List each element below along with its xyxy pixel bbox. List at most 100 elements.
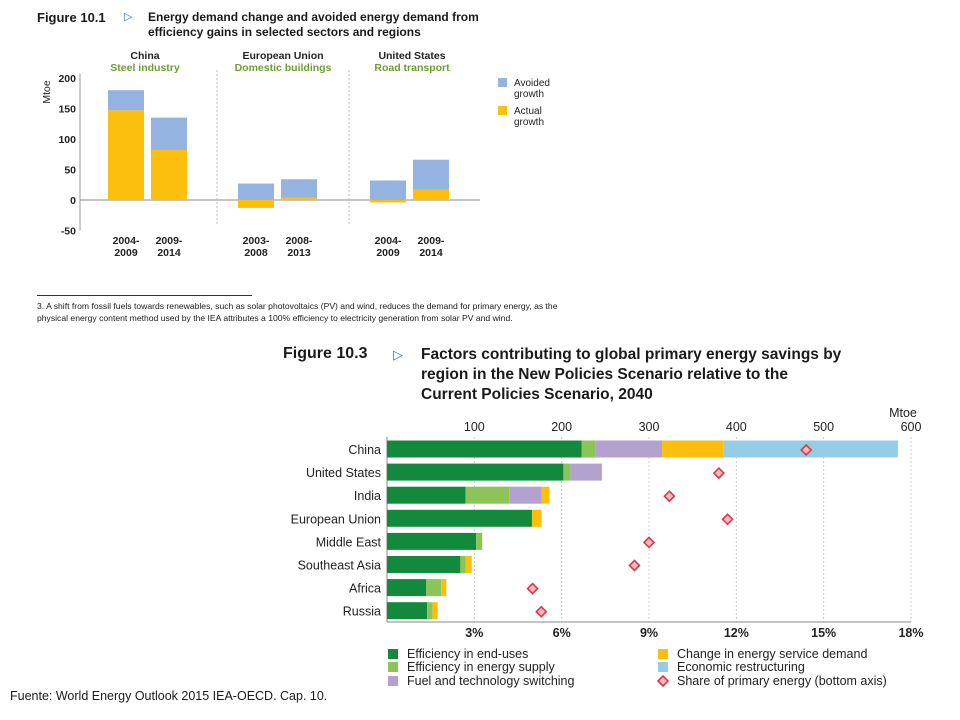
x-tick-label: 2008-: [286, 235, 313, 247]
group-region-label: China: [130, 50, 159, 62]
x-tick-label: 2014: [419, 247, 443, 259]
top-tick-label: 600: [901, 420, 922, 434]
bar-actual-growth: [151, 149, 187, 200]
bar-avoided-growth: [108, 90, 144, 111]
top-tick-label: 400: [726, 420, 747, 434]
legend-share-marker: [656, 674, 670, 688]
legend-label: Economic restructuring: [677, 660, 805, 674]
category-label: Africa: [349, 582, 381, 596]
share-marker: [663, 490, 676, 503]
figure-arrow-icon: ▷: [124, 11, 133, 23]
share-marker: [535, 605, 548, 618]
x-tick-label: 2014: [157, 247, 181, 259]
figure-arrow-icon: ▷: [393, 347, 403, 362]
group-region-label: United States: [378, 50, 445, 62]
y-tick-label: 150: [58, 104, 76, 116]
bar-segment: [387, 579, 427, 597]
bar-actual-growth: [370, 200, 406, 203]
bottom-tick-label: 12%: [724, 626, 749, 640]
y-tick-label: 50: [64, 165, 76, 177]
x-tick-label: 2004-: [113, 235, 140, 247]
category-label: China: [348, 443, 381, 457]
legend-label: Avoided: [514, 78, 550, 89]
legend-swatch: [498, 78, 507, 87]
legend-swatch: [388, 676, 398, 686]
figure-10-1-label: Figure 10.1: [37, 10, 106, 25]
x-tick-label: 2009: [114, 247, 138, 259]
bar-segment: [441, 579, 447, 597]
top-tick-label: 300: [639, 420, 660, 434]
y-tick-label: 0: [70, 195, 76, 207]
category-label: India: [354, 489, 381, 503]
share-marker: [642, 536, 656, 549]
bar-segment: [465, 486, 510, 504]
category-label: European Union: [291, 512, 381, 526]
x-tick-label: 2008: [244, 247, 268, 259]
legend-label: growth: [514, 89, 544, 100]
bar-avoided-growth: [238, 183, 274, 200]
bar-actual-growth: [108, 110, 144, 200]
legend-swatch: [388, 649, 398, 659]
bar-segment: [662, 440, 724, 458]
figure-10-3-title-line-1: Factors contributing to global primary e…: [421, 346, 842, 363]
share-marker: [628, 559, 641, 572]
bar-segment: [387, 602, 428, 620]
legend-swatch: [658, 662, 668, 672]
x-tick-label: 2009-: [418, 235, 445, 247]
bar-avoided-growth: [413, 159, 449, 190]
bar-segment: [387, 532, 477, 550]
figure-10-1-title-line-2: efficiency gains in selected sectors and…: [148, 25, 421, 39]
bar-segment: [595, 440, 663, 458]
group-sector-label: Steel industry: [110, 62, 180, 74]
figure-10-3-title-line-2: region in the New Policies Scenario rela…: [421, 366, 788, 384]
y-tick-label: -50: [61, 226, 76, 238]
x-tick-label: 2003-: [243, 235, 270, 247]
share-marker: [800, 443, 813, 457]
bar-actual-growth: [238, 200, 274, 208]
bar-segment: [509, 486, 542, 504]
bar-avoided-growth: [281, 179, 317, 198]
bar-segment: [531, 509, 542, 527]
category-label: United States: [306, 466, 381, 480]
legend-label: Share of primary energy (bottom axis): [677, 674, 887, 688]
legend-label: Fuel and technology switching: [407, 674, 575, 688]
legend-label: Change in energy service demand: [677, 647, 867, 661]
bar-avoided-growth: [370, 180, 406, 200]
group-sector-label: Domestic buildings: [235, 62, 332, 74]
bar-segment: [563, 463, 571, 481]
footnote: 3. A shift from fossil fuels towards ren…: [37, 301, 558, 323]
x-tick-label: 2013: [287, 247, 311, 259]
category-label: Middle East: [316, 535, 382, 549]
bottom-tick-label: 6%: [553, 626, 571, 640]
legend-swatch: [498, 106, 507, 115]
y-tick-label: 200: [58, 73, 76, 85]
share-marker: [712, 466, 725, 480]
bar-avoided-growth: [151, 117, 187, 150]
bottom-tick-label: 15%: [811, 626, 836, 640]
bar-segment: [541, 486, 550, 504]
bar-segment: [460, 556, 466, 573]
footnote-divider: [37, 295, 252, 296]
top-axis-unit: Mtoe: [889, 406, 917, 420]
bottom-tick-label: 9%: [640, 626, 658, 640]
y-axis-title: Mtoe: [41, 80, 53, 104]
bar-segment: [387, 486, 466, 504]
y-tick-label: 100: [58, 134, 76, 146]
legend-swatch: [388, 662, 398, 672]
bar-segment: [570, 463, 602, 481]
bar-segment: [426, 579, 442, 597]
bar-segment: [387, 440, 582, 458]
x-tick-label: 2004-: [375, 235, 402, 247]
legend-label: Efficiency in end-uses: [407, 647, 528, 661]
figure-10-3-label: Figure 10.3: [283, 345, 368, 362]
group-region-label: European Union: [242, 50, 323, 62]
bottom-tick-label: 3%: [465, 626, 483, 640]
bar-segment: [476, 532, 483, 550]
top-tick-label: 100: [464, 420, 485, 434]
figure-10-3-title-line-3: Current Policies Scenario, 2040: [421, 386, 653, 404]
bar-segment: [432, 602, 438, 620]
top-tick-label: 500: [813, 420, 834, 434]
figure-10-3-title: Factors contributing to global primary e…: [421, 345, 921, 405]
x-tick-label: 2009-: [156, 235, 183, 247]
top-tick-label: 200: [551, 420, 572, 434]
